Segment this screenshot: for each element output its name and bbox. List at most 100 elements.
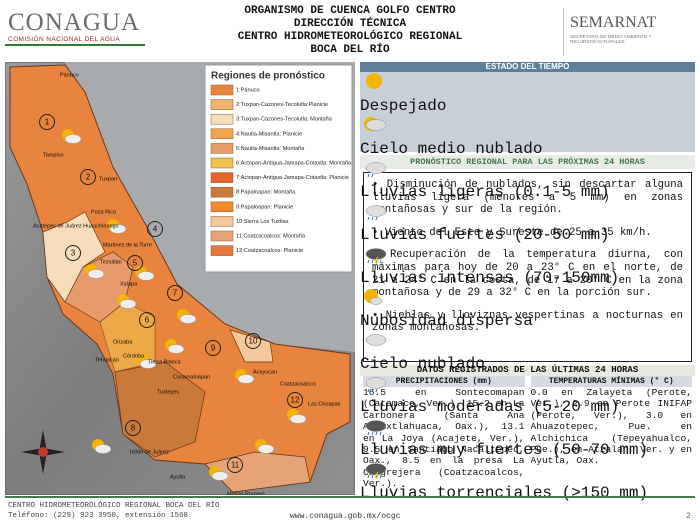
records-column: TEMPERATURAS MÍNIMAS (° C) 0.0 en Zalayet… [528, 376, 696, 491]
legend-label: 6:Actopan-Antigua-Jamapa-Cotaxtla: Monta… [236, 160, 352, 166]
map-weather-icon [107, 219, 127, 234]
column-header: TEMPERATURAS MÍNIMAS (° C) [530, 376, 692, 387]
region-area [229, 329, 274, 363]
raindrop [375, 388, 378, 393]
legend-swatch [210, 216, 234, 227]
region-number: 12 [291, 396, 300, 405]
weather-icon: Despejado [360, 72, 695, 115]
raindrop [371, 173, 374, 178]
legend-swatch [210, 230, 234, 242]
place-label: Poza Rica [91, 209, 117, 215]
weather-icon: Lluvias ligeras (0.1-5 mm) [360, 158, 695, 201]
cloud [211, 471, 229, 481]
conagua-logo: CONAGUA COMISIÓN NACIONAL DEL AGUA [8, 10, 139, 44]
weather-label: Despejado [360, 97, 447, 115]
legend-swatch [210, 201, 234, 213]
cloud [167, 344, 185, 354]
region-marker [139, 312, 155, 328]
map-weather-icon [255, 439, 275, 454]
place-label: Matías Romero [227, 491, 265, 495]
raindrop [367, 474, 370, 479]
bullet-text: Viento del Este y Sureste de 25 a 35 km/… [384, 226, 652, 239]
place-label: Teziutlán [100, 259, 122, 265]
raindrop [379, 431, 382, 436]
map-weather-icon [165, 339, 185, 354]
weather-symbol [365, 420, 387, 436]
legend-label: 11:Coatzacoalcos: Montaña [236, 233, 306, 239]
weather-icon: Cielo nublado [360, 330, 695, 373]
weather-label: Lluvias ligeras (0.1-5 mm) [360, 183, 610, 201]
region-marker [167, 285, 183, 301]
map-weather-icon [209, 466, 229, 481]
region-number: 1 [45, 118, 50, 127]
region-area [114, 361, 206, 458]
place-label: Coatzacoalcos [280, 381, 316, 387]
place-label: Tehuacán [95, 357, 119, 363]
forecast-bullet: • Nieblas y lloviznas vespertinas a noct… [372, 310, 683, 335]
records-columns: PRECIPITACIONES (mm) 16.5 en Sontecomapan… [360, 376, 695, 491]
place-label: Xalapa [120, 281, 138, 287]
legend-title: Regiones de pronóstico [211, 71, 325, 82]
sun [366, 73, 382, 89]
legend-label: 1:Pánuco [236, 87, 260, 93]
weather-symbol [365, 334, 387, 346]
legend-label: 8:Papaloapan: Montaña [236, 190, 296, 196]
legend-swatch [210, 172, 234, 183]
legend-label: 5:Nautla-Misantla: Montaña [236, 146, 305, 152]
map-weather-icon [62, 129, 82, 144]
legend-swatch [210, 157, 234, 169]
place-label: Pánuco [60, 72, 79, 78]
cloud [137, 271, 155, 281]
raindrop [371, 474, 374, 479]
raindrop [379, 259, 382, 264]
place-label: Acatepec de Juárez Huauchinango [33, 223, 119, 229]
raindrop [371, 388, 374, 393]
header-rule [5, 44, 145, 46]
region-number: 5 [133, 259, 138, 268]
region-area [42, 211, 106, 303]
weather-icon: Lluvias intensas (70-150mm) [360, 244, 695, 287]
cloud [94, 444, 112, 454]
weather-icon: Nubosidad dispersa [360, 287, 695, 330]
weather-label: Lluvias intensas (70-150mm) [360, 269, 620, 287]
weather-icons: Despejado Cielo medio nublado Lluvias lige… [360, 72, 695, 502]
cloud [87, 269, 105, 279]
legend-label: 7:Actopan-Antigua-Jamapa-Cotaxtla: Plani… [236, 175, 349, 181]
region-number: 2 [86, 173, 91, 182]
cloud [365, 119, 387, 131]
map-weather-icon [135, 266, 155, 281]
weather-icon: Lluvias fuertes (20-50 mm) [360, 201, 695, 244]
region-marker [127, 255, 143, 271]
region-number: 10 [249, 337, 258, 346]
place-label: Acayucan [253, 369, 277, 375]
map-weather-icon [287, 409, 307, 424]
logo-subtitle: COMISIÓN NACIONAL DEL AGUA [8, 36, 121, 43]
weather-label: Lluvias moderadas (5-20 mm) [360, 398, 620, 416]
place-label: Tierra Blanca [148, 359, 181, 365]
cloud [289, 414, 307, 424]
records-title: DATOS REGISTRADOS DE LAS ÚLTIMAS 24 HORA… [360, 365, 695, 376]
place-label: Las Choapas [308, 401, 341, 407]
cloud [119, 299, 137, 309]
weather-symbol [365, 377, 387, 393]
legend-label: 12:Coatzacoalcos: Planicie [236, 248, 303, 254]
weather-label: Lluvias muy fuertes (50-70 mm) [360, 441, 649, 459]
forecast-bullet: • Disminución de nublados, sin descartar… [372, 179, 683, 217]
map-weather-icon [117, 294, 137, 309]
bullet-text: Disminución de nublados, sin descartar a… [372, 179, 683, 217]
cloud [369, 297, 383, 305]
compass-rose [21, 430, 65, 474]
region-number: 7 [173, 289, 178, 298]
weather-symbol [365, 248, 387, 265]
right-column: ESTADO DEL TIEMPO Despejado Cielo medio n… [360, 62, 695, 502]
records-column: PRECIPITACIONES (mm) 16.5 en Sontecomapan… [360, 376, 528, 491]
place-label: Tuxpan [99, 176, 117, 182]
page-number: 2 [686, 512, 691, 521]
weather-symbol [365, 162, 387, 178]
region-number: 3 [71, 249, 76, 258]
title-line: DIRECCIÓN TÉCNICA [293, 18, 407, 30]
header-title: ORGANISMO DE CUENCA GOLFO CENTRO DIRECCIÓ… [200, 5, 500, 57]
raindrop [367, 259, 370, 264]
raindrop [367, 431, 370, 436]
